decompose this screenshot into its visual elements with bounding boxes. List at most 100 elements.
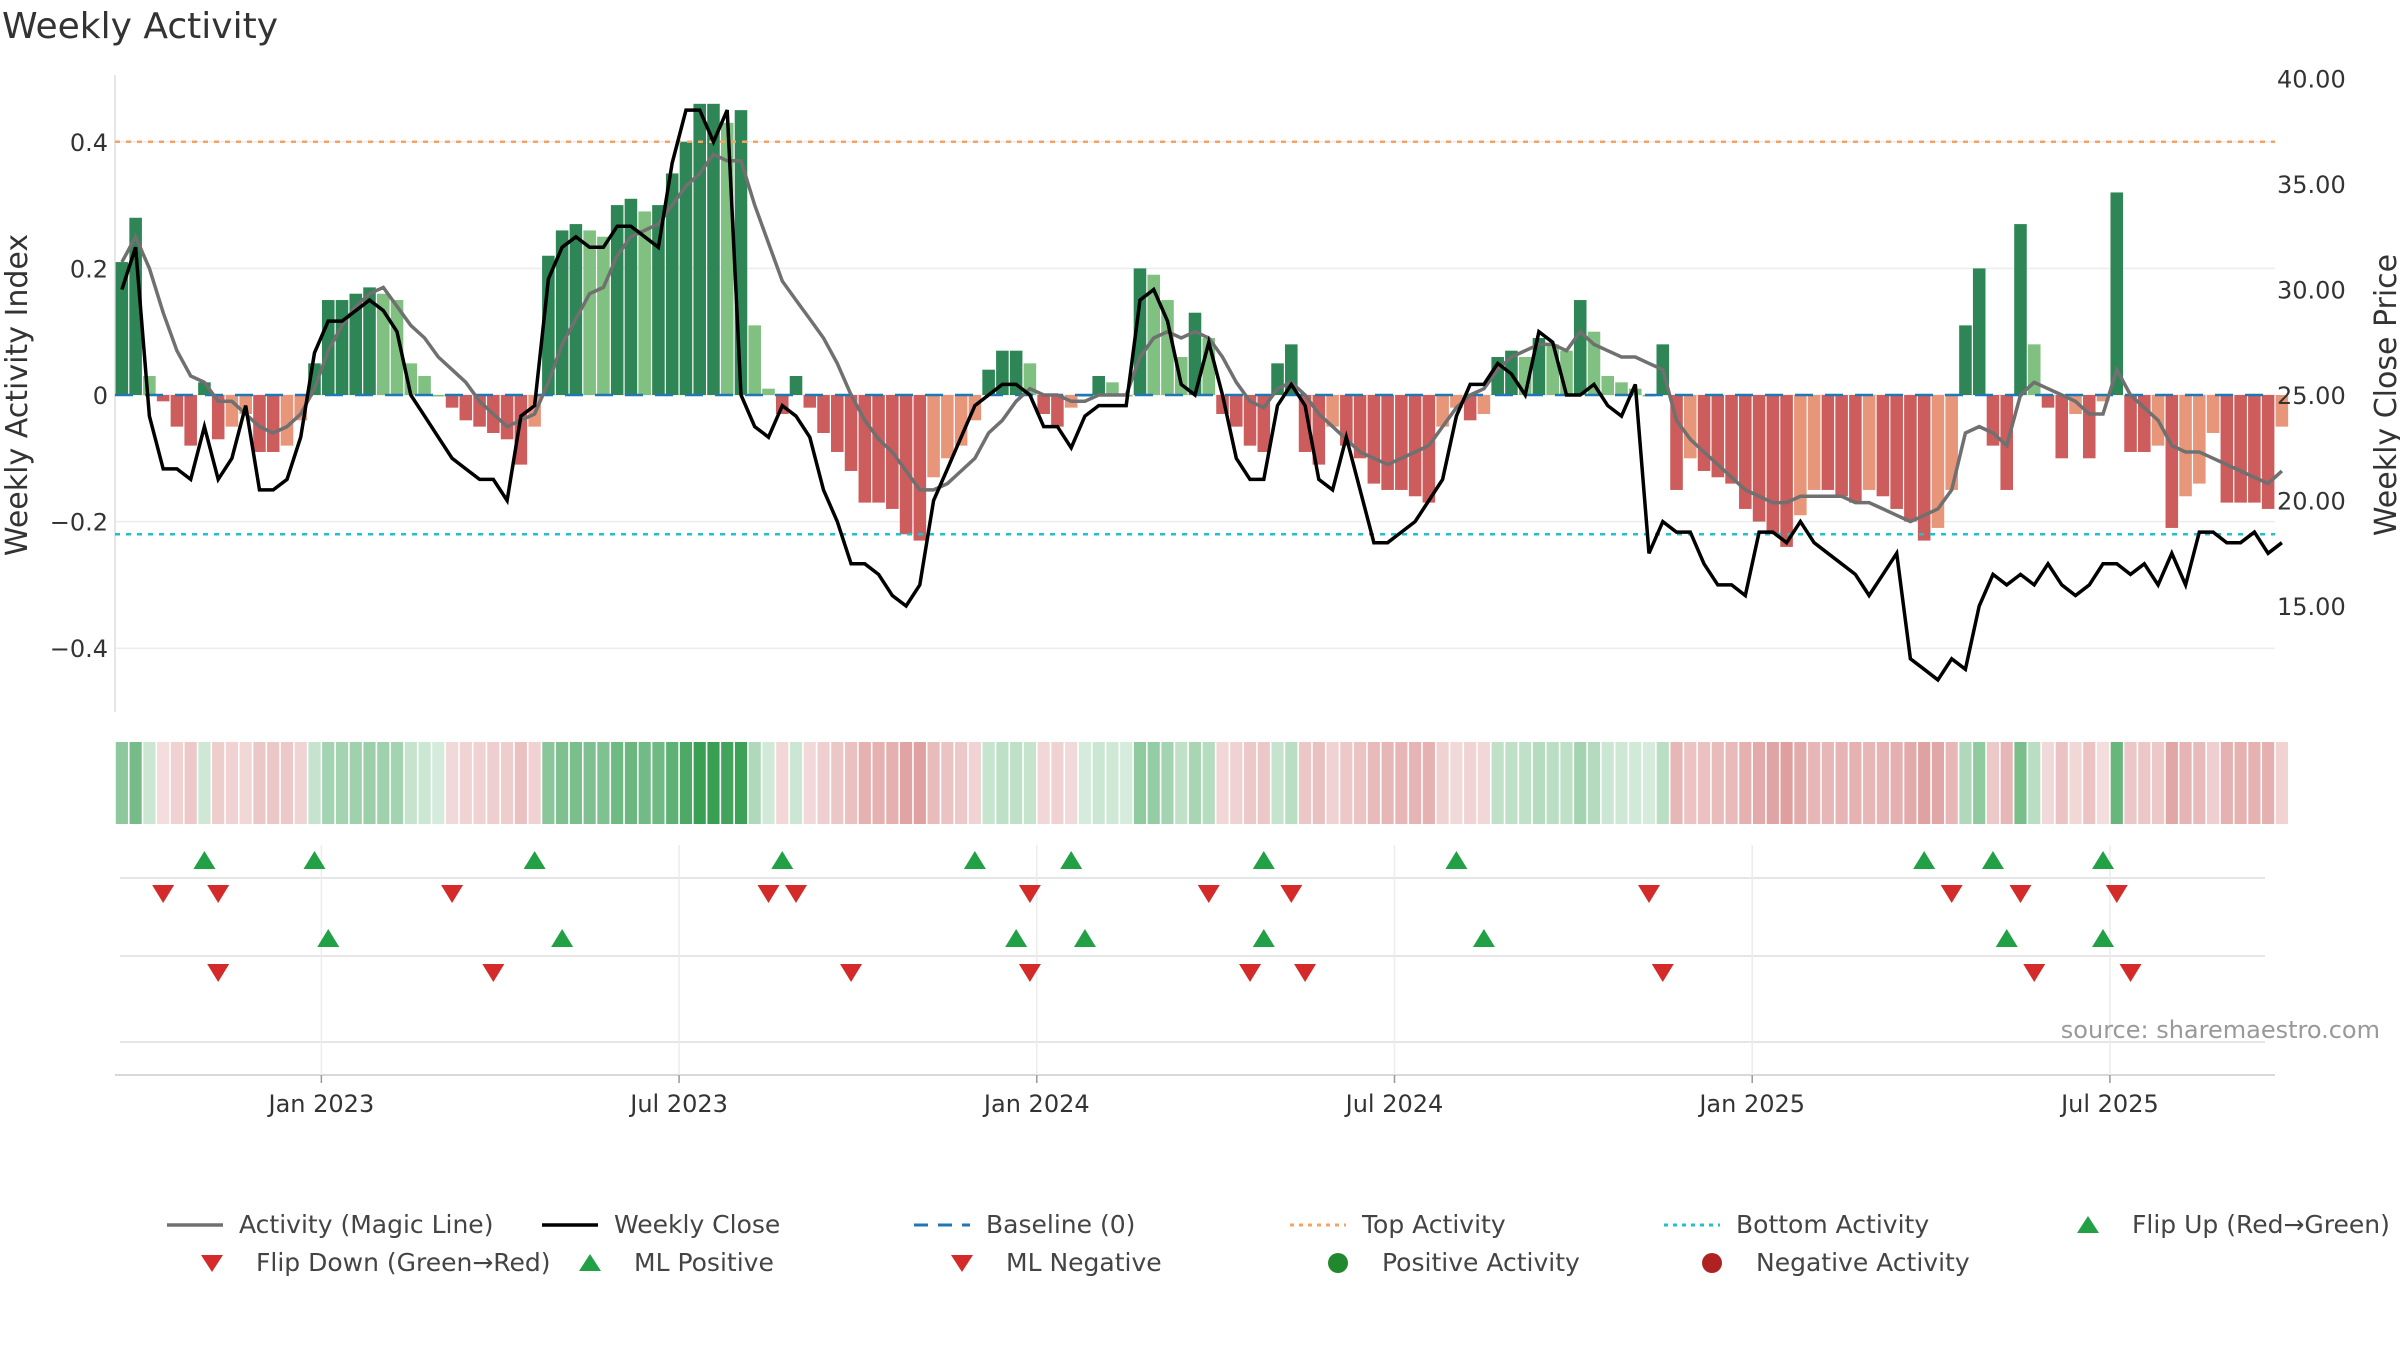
strip-cell: [1986, 742, 2000, 824]
ml-negative-marker: [2119, 964, 2142, 982]
activity-bar: [2179, 395, 2192, 497]
strip-cell: [267, 742, 280, 824]
strip-cell: [2179, 742, 2192, 824]
activity-bar: [2220, 395, 2234, 503]
flip-up-marker: [523, 851, 546, 869]
strip-cell: [1711, 742, 1724, 824]
flip-up-marker: [1252, 851, 1275, 869]
legend-item: Baseline (0): [912, 1210, 1135, 1239]
legend-symbol: [167, 1222, 223, 1227]
y-axis-right: 40.00 35.00 30.00 25.00 20.00 15.00: [2277, 66, 2346, 622]
ml-positive-marker: [1472, 929, 1495, 947]
strip-cell: [1161, 742, 1174, 824]
activity-bar: [2096, 395, 2110, 402]
strip-cell: [748, 742, 761, 824]
strip-cell: [666, 742, 679, 824]
legend-label: ML Positive: [634, 1248, 774, 1277]
strip-cell: [679, 742, 693, 824]
y-tick-label: 0.2: [70, 255, 108, 283]
strip-cell: [473, 742, 486, 824]
activity-bar: [1147, 274, 1161, 395]
strip-cell: [693, 742, 706, 824]
activity-bar: [1684, 395, 1697, 459]
strip-cell: [239, 742, 252, 824]
activity-bar: [1463, 395, 1477, 421]
strip-cell: [2096, 742, 2110, 824]
strip-cell: [1821, 742, 1834, 824]
strip-cell: [1450, 742, 1463, 824]
activity-bar: [115, 262, 129, 395]
strip-cell: [1285, 742, 1298, 824]
strip-cell: [927, 742, 940, 824]
activity-bar: [1917, 395, 1931, 541]
strip-cell: [982, 742, 995, 824]
activity-bar: [2261, 395, 2275, 509]
flip-up-marker: [2092, 851, 2115, 869]
strip-cell: [955, 742, 968, 824]
strip-cell: [2220, 742, 2233, 824]
strip-cell: [349, 742, 362, 824]
strip-cell: [1931, 742, 1945, 824]
activity-bar: [665, 173, 679, 395]
strip-cell: [858, 742, 871, 824]
strip-cell: [294, 742, 307, 824]
activity-bar: [1670, 395, 1683, 490]
y2-tick-label: 25.00: [2277, 382, 2346, 410]
strip-cell: [831, 742, 844, 824]
ml-negative-marker: [207, 964, 230, 982]
legend-triangle-up: [2077, 1215, 2099, 1233]
series-lines: [120, 108, 2284, 683]
y-tick-label: −0.2: [50, 509, 108, 537]
activity-bar: [1381, 395, 1394, 490]
strip-cell: [789, 742, 803, 824]
strip-cell: [1051, 742, 1064, 824]
activity-bar: [1106, 382, 1119, 395]
strip-cell: [1959, 742, 1972, 824]
activity-bar: [1395, 395, 1408, 490]
strip-cell: [514, 742, 527, 824]
activity-bar: [2041, 395, 2055, 408]
y2-tick-label: 35.00: [2277, 171, 2346, 199]
activity-bar: [2275, 395, 2289, 427]
activity-bar: [789, 376, 803, 395]
activity-bar: [1959, 325, 1972, 395]
strip-cell: [542, 742, 555, 824]
legend-item: ML Positive: [560, 1248, 774, 1277]
strip-cell: [1973, 742, 1986, 824]
activity-heat-strip: [115, 742, 2288, 824]
strip-cell: [2151, 742, 2165, 824]
strip-cell: [225, 742, 239, 824]
strip-cell: [1271, 742, 1284, 824]
activity-bar: [1739, 395, 1752, 509]
activity-bar: [156, 395, 170, 402]
y2-tick-label: 30.00: [2277, 277, 2346, 305]
strip-cell: [1560, 742, 1573, 824]
activity-bar: [982, 369, 995, 395]
strip-cell: [1216, 742, 1229, 824]
strip-cell: [1794, 742, 1807, 824]
strip-cell: [1918, 742, 1931, 824]
strip-cell: [2110, 742, 2123, 824]
activity-bar: [693, 103, 706, 395]
strip-cell: [1298, 742, 1312, 824]
activity-bar: [418, 376, 431, 395]
activity-bar: [652, 205, 665, 395]
activity-bar: [349, 293, 363, 395]
strip-cell: [569, 742, 582, 824]
strip-cell: [308, 742, 321, 824]
activity-bar: [831, 395, 844, 452]
activity-bar: [1945, 395, 1958, 490]
flip-up-marker: [303, 851, 326, 869]
flip-down-marker: [152, 885, 175, 903]
activity-bar: [1257, 395, 1271, 452]
activity-bar: [500, 395, 514, 440]
activity-bars: [115, 103, 2289, 547]
strip-cell: [762, 742, 775, 824]
activity-bar: [1546, 344, 1559, 395]
strip-cell: [707, 742, 720, 824]
activity-bar: [2055, 395, 2069, 459]
activity-bar: [583, 230, 596, 395]
activity-bar: [1972, 268, 1986, 395]
activity-bar: [1051, 395, 1064, 427]
activity-bar: [679, 141, 693, 395]
